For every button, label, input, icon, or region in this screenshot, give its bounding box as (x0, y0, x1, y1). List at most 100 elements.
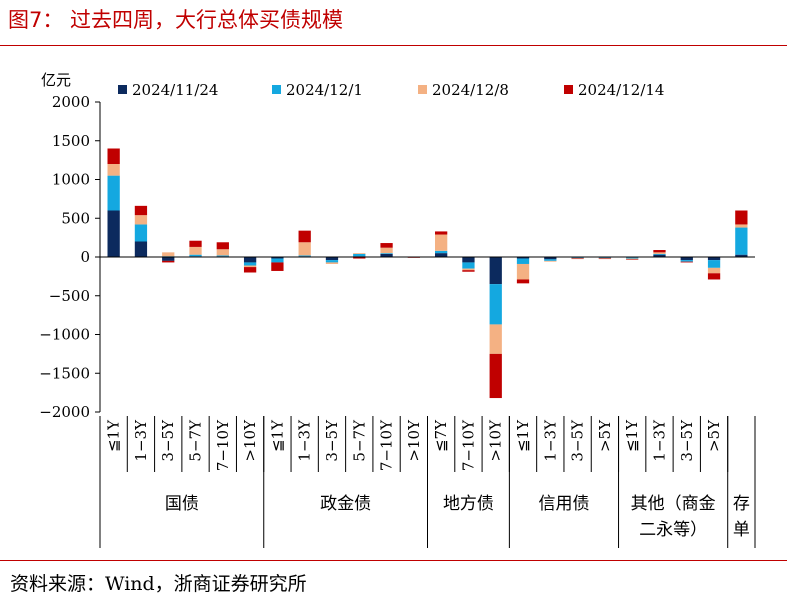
bar-segment (243, 257, 257, 263)
category-label: 1−3Y (296, 419, 314, 462)
bar-segment (598, 258, 612, 260)
bar-segment (544, 257, 557, 260)
category-label: >10Y (241, 419, 259, 462)
bar-segment (107, 164, 120, 176)
legend-entry: 2024/12/1 (286, 81, 363, 99)
category-label: 1−3Y (541, 419, 559, 462)
legend-swatch (272, 85, 281, 94)
bar-segment (626, 257, 639, 259)
y-tick-label: 1500 (52, 132, 90, 150)
group-label: 二永等） (639, 520, 707, 540)
title-rule (0, 45, 787, 46)
bar-segment (353, 253, 366, 254)
y-tick-label: −1500 (39, 364, 90, 382)
category-label: 3−5Y (159, 419, 177, 462)
bar-segment (598, 257, 612, 259)
bar-segment (325, 257, 339, 261)
bar-segment (435, 231, 448, 235)
bar-segment (489, 353, 502, 399)
bar-segment (707, 257, 721, 261)
bar-segment (544, 259, 557, 261)
bar-segment (134, 205, 148, 216)
category-label: ≦1Y (623, 419, 641, 452)
category-label: ≦1Y (514, 419, 532, 452)
bar-segment (380, 253, 393, 254)
bar-segment (598, 258, 612, 259)
stacked-bar-chart: 亿元 2000 1500 1000 500 0 −500 −1000 −1500 −2000 ≦1Y… (39, 71, 756, 548)
y-tick-label: 500 (61, 209, 90, 227)
legend-swatch (564, 85, 573, 94)
bar-segment (462, 257, 475, 263)
category-label: 1−3Y (650, 419, 668, 462)
bar-segment (298, 242, 311, 256)
bar-segment (325, 262, 339, 264)
legend-entry: 2024/12/14 (578, 81, 664, 99)
group-label: 信用债 (538, 494, 589, 514)
bar-segment (680, 261, 693, 263)
bar-segment (216, 242, 229, 250)
bar-segment (353, 253, 366, 257)
bar-segment (462, 270, 475, 272)
bar-segment (544, 260, 557, 262)
category-label: >10Y (405, 419, 423, 462)
bar-segment (107, 175, 120, 211)
bar-segment (680, 257, 693, 261)
bar-segment (571, 257, 584, 259)
bar-segment (735, 227, 748, 255)
category-label: 3−5Y (569, 419, 587, 462)
bar-segment (380, 247, 393, 254)
bar-segment (435, 253, 448, 257)
bar-segment (271, 258, 284, 263)
legend-entry: 2024/11/24 (132, 81, 218, 99)
category-label: ≦1Y (268, 419, 286, 452)
y-tick-label: 0 (80, 248, 90, 266)
bar-segment (134, 241, 148, 257)
bar-segment (707, 273, 721, 280)
legend-entry: 2024/12/8 (432, 81, 509, 99)
bar-segment (107, 210, 120, 257)
bar-segment (271, 262, 284, 271)
bar-segment (653, 254, 666, 257)
bar-segment (516, 279, 530, 284)
bar-segment (243, 265, 257, 268)
bar-segment (735, 254, 748, 257)
bar-segment (243, 267, 257, 273)
bar-segment (162, 252, 175, 257)
bar-segment (489, 257, 502, 285)
category-label: 5−7Y (350, 419, 368, 462)
bar-segment (735, 224, 748, 228)
bar-segment (516, 258, 530, 264)
y-tick-label: 2000 (52, 93, 90, 111)
category-label: 7−10Y (214, 419, 232, 471)
bar-segment (134, 215, 148, 225)
bar-segment (271, 257, 284, 259)
bar-segment (189, 240, 202, 247)
group-label: 存 (733, 494, 750, 514)
bar-segment (189, 254, 202, 257)
bar-segment (298, 255, 311, 257)
category-label: 5−7Y (187, 419, 205, 462)
legend-swatch (418, 85, 427, 94)
legend-swatch (118, 85, 127, 94)
bar-segment (162, 257, 175, 261)
category-label: ≦1Y (105, 419, 123, 452)
category-label: >5Y (705, 419, 723, 452)
bar-segment (353, 257, 366, 259)
bar-segment (380, 243, 393, 248)
bar-segment (516, 263, 530, 280)
group-label: 政金债 (320, 494, 371, 514)
category-label: 1−3Y (132, 419, 150, 462)
bar-segment (707, 260, 721, 268)
bar-segment (707, 267, 721, 274)
category-label: 7−10Y (459, 419, 477, 471)
y-tick-label: −500 (49, 287, 90, 305)
group-label: 地方债 (443, 494, 494, 514)
y-tick-label: −2000 (39, 403, 90, 421)
bar-segment (162, 260, 175, 263)
category-label: >5Y (596, 419, 614, 452)
bar-segment (298, 230, 311, 243)
bar-segment (107, 148, 120, 164)
bar-segment (243, 262, 257, 266)
bar-segment (435, 234, 448, 251)
bar-segment (653, 253, 666, 255)
